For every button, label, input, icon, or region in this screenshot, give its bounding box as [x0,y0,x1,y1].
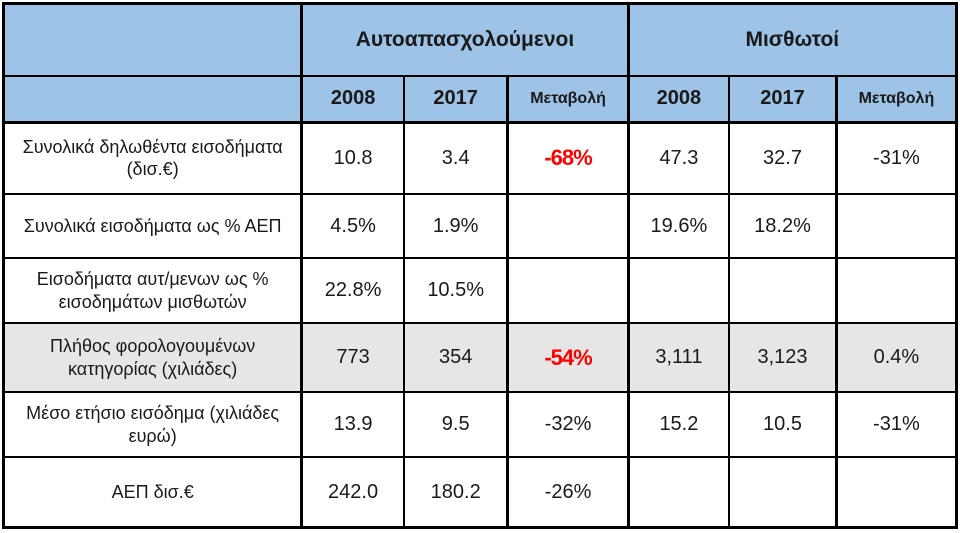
row-label: Πλήθος φορολογουμένων κατηγορίας (χιλιάδ… [2,322,303,394]
data-cell [506,193,630,260]
data-cell: -31% [834,121,958,196]
data-cell: -26% [506,456,630,529]
data-cell: 19.6% [626,193,731,260]
row-label: Εισοδήματα αυτ/μενων ως % εισοδημάτων μι… [2,257,303,325]
data-cell [834,456,958,529]
table-row-se-vs-salaried-pct: Εισοδήματα αυτ/μενων ως % εισοδημάτων μι… [2,257,958,325]
data-cell: 9.5 [402,391,509,459]
data-cell: 32.7 [728,121,838,196]
data-cell [728,456,838,529]
row-label: Συνολικά εισοδήματα ως % ΑΕΠ [2,193,303,260]
data-cell: 773 [300,322,405,394]
data-cell: -32% [506,391,630,459]
table-row-avg-annual-income: Μέσο ετήσιο εισόδημα (χιλιάδες ευρώ) 13.… [2,391,958,459]
data-cell: 0.4% [834,322,958,394]
data-cell: 3,111 [626,322,731,394]
data-cell: 1.9% [402,193,509,260]
table-row-declared-income: Συνολικά δηλωθέντα εισοδήματα (δισ.€) 10… [2,121,958,196]
table-row-taxpayer-count: Πλήθος φορολογουμένων κατηγορίας (χιλιάδ… [2,322,958,394]
year-header-se-2017: 2017 [402,74,509,124]
data-cell: 10.8 [300,121,405,196]
year-header-sal-2008: 2008 [626,74,731,124]
data-cell [626,456,731,529]
data-cell: 4.5% [300,193,405,260]
year-header-sal-2017: 2017 [728,74,838,124]
blank-header-cell [2,74,303,124]
data-cell: 22.8% [300,257,405,325]
data-cell: 15.2 [626,391,731,459]
year-header-se-2008: 2008 [300,74,405,124]
table-row-income-pct-gdp: Συνολικά εισοδήματα ως % ΑΕΠ 4.5% 1.9% 1… [2,193,958,260]
data-cell [626,257,731,325]
data-cell [506,257,630,325]
data-cell: -31% [834,391,958,459]
corner-blank-cell [2,2,303,77]
data-cell: 10.5% [402,257,509,325]
data-cell [834,257,958,325]
change-header-sal: Μεταβολή [834,74,958,124]
row-label: Μέσο ετήσιο εισόδημα (χιλιάδες ευρώ) [2,391,303,459]
group-header-row: Αυτοαπασχολούμενοι Μισθωτοί [2,2,958,77]
data-cell: 3.4 [402,121,509,196]
data-cell: 10.5 [728,391,838,459]
group-header-self-employed: Αυτοαπασχολούμενοι [300,2,630,77]
data-cell-change-negative: -68% [506,121,630,196]
row-label: ΑΕΠ δισ.€ [2,456,303,529]
column-header-row: 2008 2017 Μεταβολή 2008 2017 Μεταβολή [2,74,958,124]
data-cell-change-negative: -54% [506,322,630,394]
data-cell: 180.2 [402,456,509,529]
data-cell: 3,123 [728,322,838,394]
data-cell: 242.0 [300,456,405,529]
group-header-salaried: Μισθωτοί [626,2,958,77]
change-header-se: Μεταβολή [506,74,630,124]
data-cell [834,193,958,260]
row-label: Συνολικά δηλωθέντα εισοδήματα (δισ.€) [2,121,303,196]
data-cell: 354 [402,322,509,394]
table-row-gdp: ΑΕΠ δισ.€ 242.0 180.2 -26% [2,456,958,529]
data-cell [728,257,838,325]
data-cell: 47.3 [626,121,731,196]
data-cell: 13.9 [300,391,405,459]
data-cell: 18.2% [728,193,838,260]
